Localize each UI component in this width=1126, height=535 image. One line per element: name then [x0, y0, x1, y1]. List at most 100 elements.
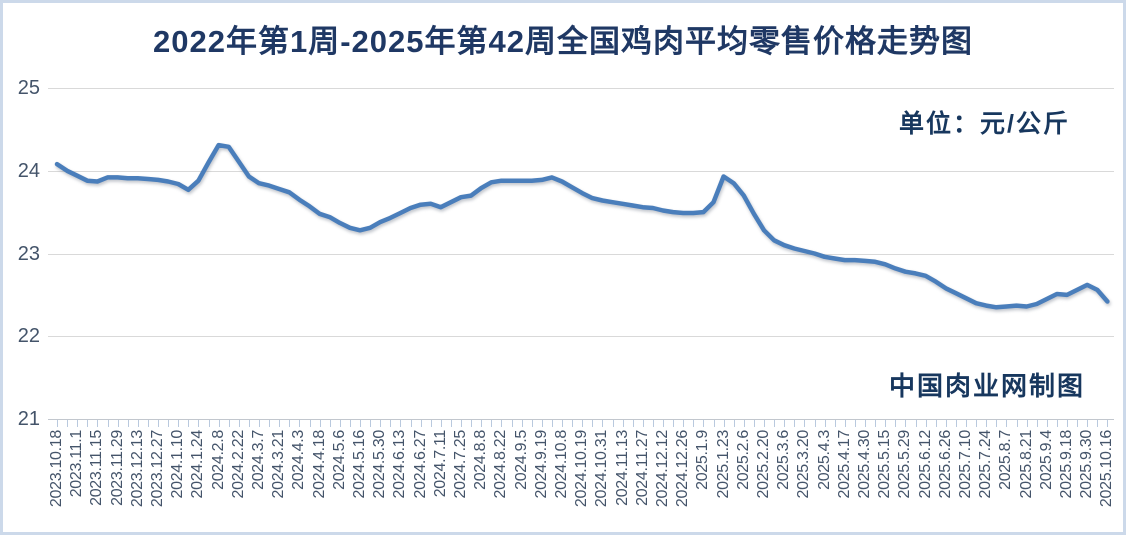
x-minor-tick — [875, 420, 877, 427]
x-minor-tick — [834, 420, 836, 427]
y-gridline — [48, 170, 1114, 172]
x-minor-tick — [218, 420, 220, 427]
x-minor-tick — [208, 420, 210, 427]
x-minor-tick — [723, 420, 725, 427]
x-minor-tick — [592, 420, 594, 427]
x-tick-label: 2024.4.18 — [310, 430, 328, 499]
x-tick-label: 2024.2.8 — [209, 430, 227, 490]
x-minor-tick — [481, 420, 483, 427]
x-minor-tick — [824, 420, 826, 427]
x-minor-tick — [562, 420, 563, 427]
x-minor-tick — [713, 420, 715, 427]
x-minor-tick — [137, 420, 139, 427]
x-minor-tick — [986, 420, 988, 427]
x-minor-tick — [67, 420, 69, 427]
x-minor-tick — [168, 420, 170, 427]
x-minor-tick — [319, 420, 321, 427]
x-tick-label: 2024.8.22 — [492, 430, 510, 499]
x-minor-tick — [1077, 420, 1079, 427]
y-gridline — [48, 253, 1114, 255]
x-minor-tick — [794, 420, 796, 427]
x-tick-label: 2025.10.16 — [1098, 430, 1116, 508]
x-minor-tick — [895, 420, 897, 427]
x-tick-label: 2025.1.23 — [714, 430, 732, 499]
x-tick-label: 2025.9.4 — [1037, 430, 1055, 490]
x-minor-tick — [854, 420, 856, 427]
x-minor-tick — [390, 420, 392, 427]
x-minor-tick — [764, 420, 765, 427]
x-tick-label: 2025.9.18 — [1058, 430, 1075, 499]
x-minor-tick — [289, 420, 291, 427]
x-tick-label: 2024.10.19 — [573, 430, 591, 508]
unit-label: 单位：元/公斤 — [899, 110, 1070, 138]
x-tick-label: 2024.7.25 — [452, 430, 469, 499]
x-minor-tick — [400, 420, 402, 427]
x-tick-label: 2025.2.6 — [734, 430, 752, 490]
x-minor-tick — [279, 420, 281, 427]
x-minor-tick — [774, 420, 776, 427]
x-minor-tick — [1026, 420, 1028, 427]
x-tick-label: 2025.8.21 — [1017, 430, 1035, 499]
y-tick-label: 25 — [17, 77, 40, 99]
x-minor-tick — [87, 420, 89, 427]
x-tick-label: 2024.6.13 — [391, 430, 409, 499]
x-tick-label: 2025.7.10 — [957, 430, 974, 499]
x-minor-tick — [572, 420, 574, 427]
x-tick-label: 2024.11.13 — [613, 430, 631, 506]
x-minor-tick — [309, 420, 311, 427]
x-minor-tick — [147, 420, 149, 427]
x-tick-label: 2024.5.6 — [330, 430, 348, 490]
x-minor-tick — [248, 420, 250, 427]
x-minor-tick — [885, 420, 887, 427]
y-tick-label: 23 — [17, 242, 40, 265]
x-tick-label: 2024.2.22 — [229, 430, 247, 499]
x-minor-tick — [501, 420, 503, 427]
x-tick-label: 2023.12.27 — [149, 430, 166, 508]
x-minor-tick — [127, 420, 129, 427]
x-minor-tick — [1056, 420, 1058, 427]
y-tick-label: 21 — [17, 408, 40, 430]
x-minor-tick — [491, 420, 493, 427]
x-minor-tick — [955, 420, 957, 427]
x-minor-tick — [339, 420, 341, 427]
x-minor-tick — [642, 420, 644, 427]
x-minor-tick — [673, 420, 675, 427]
x-tick-label: 2024.9.19 — [532, 430, 550, 499]
x-tick-label: 2024.9.5 — [512, 430, 530, 490]
x-minor-tick — [743, 420, 745, 427]
x-tick-label: 2025.3.6 — [775, 430, 793, 490]
x-minor-tick — [632, 420, 634, 427]
x-minor-tick — [1016, 420, 1018, 427]
x-minor-tick — [663, 420, 664, 427]
x-minor-tick — [1046, 420, 1048, 427]
x-tick-label: 2023.11.1 — [68, 430, 86, 498]
x-minor-tick — [865, 420, 866, 427]
x-minor-tick — [1067, 420, 1068, 427]
x-tick-label: 2025.1.9 — [694, 430, 712, 490]
x-minor-tick — [97, 420, 99, 427]
x-minor-tick — [228, 420, 230, 427]
x-tick-label: 2024.5.16 — [351, 430, 368, 499]
x-minor-tick — [77, 420, 79, 427]
x-minor-tick — [349, 420, 351, 427]
x-minor-tick — [905, 420, 907, 427]
x-tick-label: 2025.8.7 — [997, 430, 1015, 490]
x-tick-label: 2025.3.20 — [795, 430, 813, 499]
x-minor-tick — [733, 420, 735, 427]
x-tick-label: 2025.6.12 — [916, 430, 934, 499]
x-minor-tick — [602, 420, 604, 427]
x-minor-tick — [178, 420, 180, 427]
x-tick-label: 2024.1.10 — [169, 430, 187, 499]
x-tick-label: 2024.10.8 — [553, 430, 570, 499]
x-minor-tick — [1097, 420, 1099, 427]
x-tick-label: 2024.3.7 — [250, 430, 267, 490]
x-minor-tick — [117, 420, 119, 427]
x-minor-tick — [1087, 420, 1089, 427]
x-minor-tick — [521, 420, 523, 427]
x-minor-tick — [622, 420, 624, 427]
x-minor-tick — [1107, 420, 1109, 427]
x-minor-tick — [996, 420, 998, 427]
x-minor-tick — [541, 420, 543, 427]
x-minor-tick — [582, 420, 584, 427]
x-minor-tick — [935, 420, 937, 427]
